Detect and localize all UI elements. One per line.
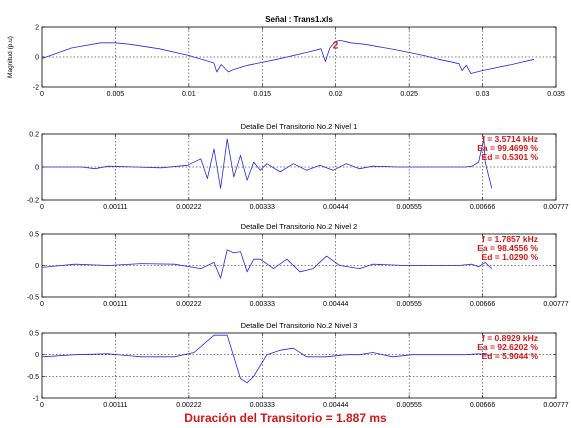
x-tick-label: 0.00444 xyxy=(323,402,348,409)
series-line-1 xyxy=(41,334,492,384)
y-tick-label: 0 xyxy=(35,55,39,62)
y-tick-label: -0.5 xyxy=(27,295,39,302)
y-tick-label: 2 xyxy=(35,25,39,32)
chart-panel-1: Señal : Trans1.xls 0 0.005 0.01 0.015 0.02 0.0… xyxy=(7,15,565,98)
series-line-1 xyxy=(41,40,535,74)
chart-title: Señal : Trans1.xls xyxy=(265,15,333,24)
chart-title: Detalle Del Transitorio No.2 Nivel 3 xyxy=(241,321,358,330)
stat-annotation-3: Ed = 0.5301 % xyxy=(482,152,539,162)
series-line-1 xyxy=(41,249,493,279)
y-tick-label: 0.5 xyxy=(29,331,39,338)
x-tick-label: 0.00111 xyxy=(103,301,127,308)
x-tick-label: 0.005 xyxy=(107,91,125,98)
x-tick-label: 0 xyxy=(40,301,44,308)
x-tick-label: 0.00777 xyxy=(543,301,568,308)
stat-annotation-1: f = 3.5714 kHz xyxy=(482,134,538,144)
y-tick-label: 0.2 xyxy=(29,132,39,139)
chart-panel-4: Detalle Del Transitorio No.2 Nivel 3 0 0.0… xyxy=(27,321,569,409)
x-tick-label: 0 xyxy=(40,204,44,211)
x-tick-label: 0.00555 xyxy=(396,402,421,409)
stat-annotation-2: Ea = 98.4556 % xyxy=(477,243,538,253)
x-tick-label: 0.02 xyxy=(329,91,343,98)
chart-title: Detalle Del Transitorio No.2 Nivel 1 xyxy=(241,122,358,131)
x-tick-label: 0.00111 xyxy=(103,204,127,211)
axis-frame xyxy=(41,332,557,399)
series-line-1 xyxy=(42,138,493,189)
x-tick-label: 0.00555 xyxy=(396,301,421,308)
chart-panel-3: Detalle Del Transitorio No.2 Nivel 2 0 0.0… xyxy=(27,222,569,308)
x-tick-label: 0.00666 xyxy=(470,301,495,308)
stat-annotation-1: f = 1.7857 kHz xyxy=(482,234,538,244)
y-tick-label: -0.2 xyxy=(27,198,39,205)
x-tick-label: 0.00777 xyxy=(543,204,568,211)
y-axis-label: Magnitud (p.u) xyxy=(7,36,14,78)
x-tick-label: 0.00111 xyxy=(103,402,127,409)
y-tick-label: 0 xyxy=(35,165,39,172)
x-tick-label: 0 xyxy=(40,91,44,98)
x-tick-label: 0.01 xyxy=(182,91,196,98)
x-tick-label: 0.00333 xyxy=(250,301,275,308)
stat-annotation-3: Ed = 5.9044 % xyxy=(482,351,539,361)
y-tick-label: -0.5 xyxy=(27,374,39,381)
y-tick-label: -2 xyxy=(33,85,39,92)
x-tick-label: 0.025 xyxy=(400,91,418,98)
transient-number-annotation: 2 xyxy=(333,40,339,51)
y-tick-label: 0.5 xyxy=(29,232,39,239)
chart-title: Detalle Del Transitorio No.2 Nivel 2 xyxy=(241,222,358,231)
x-tick-label: 0.015 xyxy=(254,91,272,98)
x-tick-label: 0.00666 xyxy=(470,204,495,211)
x-tick-label: 0.00666 xyxy=(470,402,495,409)
stat-annotation-2: Ea = 99.4699 % xyxy=(477,143,538,153)
stat-annotation-1: f = 0.8929 kHz xyxy=(482,333,538,343)
x-tick-label: 0.00444 xyxy=(323,301,348,308)
x-tick-label: 0.035 xyxy=(547,91,565,98)
x-tick-label: 0.00222 xyxy=(176,402,201,409)
y-tick-label: 0 xyxy=(35,352,39,359)
stat-annotation-2: Ea = 92.6202 % xyxy=(477,342,538,352)
y-tick-label: 0 xyxy=(35,263,39,270)
x-tick-label: 0.00333 xyxy=(250,204,275,211)
x-tick-label: 0 xyxy=(40,402,44,409)
x-tick-label: 0.00555 xyxy=(396,204,421,211)
x-tick-label: 0.00222 xyxy=(176,301,201,308)
transient-duration-label: Duración del Transitorio = 1.887 ms xyxy=(184,411,387,425)
chart-panel-2: Detalle Del Transitorio No.2 Nivel 1 0 0.0… xyxy=(27,122,569,211)
x-tick-label: 0.00777 xyxy=(543,402,568,409)
x-tick-label: 0.03 xyxy=(476,91,490,98)
x-tick-label: 0.00444 xyxy=(323,204,348,211)
stat-annotation-3: Ed = 1.0290 % xyxy=(482,252,539,262)
y-tick-label: -1 xyxy=(33,396,39,403)
x-tick-label: 0.00333 xyxy=(250,402,275,409)
x-tick-label: 0.00222 xyxy=(176,204,201,211)
